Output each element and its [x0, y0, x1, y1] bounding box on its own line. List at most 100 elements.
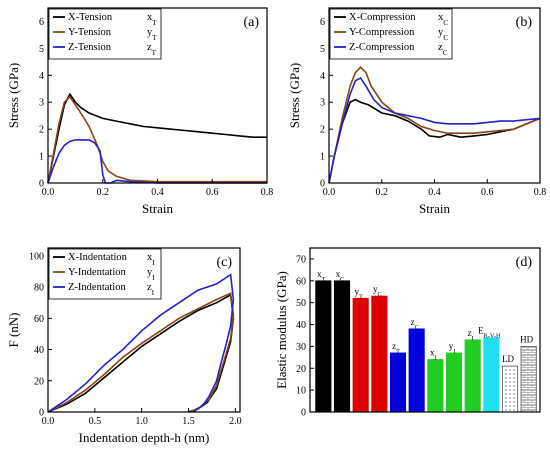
y-tick-label: 50: [296, 298, 306, 309]
x-tick-label: 1.0: [135, 416, 148, 427]
legend-entry: Y-Compression: [349, 27, 415, 38]
x-tick-label: 2.0: [229, 416, 242, 427]
bar-label-sub: T: [396, 347, 400, 354]
y-tick-label: 6: [320, 17, 325, 28]
panel-label: (a): [243, 15, 259, 30]
bar-label-sub: T: [359, 293, 363, 300]
panel-label: (d): [516, 255, 533, 270]
x-tick-label: 1.5: [182, 416, 195, 427]
legend-entry: X-Compression: [349, 12, 416, 23]
bar-xi: [427, 359, 444, 413]
y-tick-label: 1: [39, 152, 44, 163]
plot-frame: [47, 247, 241, 413]
panel-c-force-indentation: 0.0 0.5 1.0 1.5 2.0 0 20 40 60 80 100 Indentation d…: [6, 247, 242, 445]
bar-yc: [371, 295, 388, 413]
bar-label: HD: [520, 334, 533, 344]
x-tick-label: 0.5: [89, 416, 102, 427]
legend-symbol-sub: I: [152, 273, 155, 282]
legend-symbol-sub: C: [443, 48, 448, 57]
y-tick-label: 40: [34, 345, 44, 356]
legend-symbol: xT: [147, 12, 157, 27]
legend-entry: Y-Tension: [68, 27, 112, 38]
bar-label: yC: [373, 284, 382, 298]
bar-label-sub: I: [453, 347, 455, 354]
bar-label: xT: [317, 269, 326, 283]
bar-label-sub: C: [377, 291, 381, 298]
y-tick-label: 3: [320, 98, 325, 109]
x-tick-label: 0.2: [376, 187, 389, 198]
y-tick-label: 5: [320, 44, 325, 55]
bar-label-main: y: [354, 286, 359, 296]
series-line-z-indentation: [47, 273, 235, 413]
bar-label-main: HD: [520, 334, 533, 344]
y-tick-label: 2: [39, 125, 44, 136]
bar-zi: [464, 339, 481, 413]
bar-label: zI: [468, 328, 474, 342]
x-axis-label: Strain: [419, 201, 451, 216]
x-tick-label: 0.0: [323, 187, 336, 198]
panel-a-stress-strain-tension: 0.0 0.2 0.4 0.6 0.8 0 1 2 3 4 5 6 Strain Stress (GPa)…: [6, 7, 273, 216]
bar-label-sub: I: [435, 354, 437, 361]
legend-symbol-main: z: [147, 282, 152, 293]
legend-symbol: zT: [147, 42, 157, 57]
x-axis-label: Strain: [142, 201, 174, 216]
bar-label: yI: [449, 341, 456, 355]
series-line-y-compression: [328, 66, 541, 184]
bar-label-main: y: [449, 341, 454, 351]
legend-entry: Y-Indentation: [68, 267, 126, 278]
bar-label-sub: C: [340, 275, 344, 282]
y-tick-label: 60: [34, 314, 44, 325]
series-line-x-compression: [328, 98, 541, 184]
legend-symbol: xC: [438, 12, 448, 27]
x-tick-label: 0.8: [534, 187, 547, 198]
y-tick-label: 10: [296, 386, 306, 397]
x-tick-label: 0.6: [481, 187, 494, 198]
y-axis-label: Elastic modulus (GPa): [274, 271, 289, 389]
bar-label-main: z: [411, 317, 415, 327]
bar-label-main: LD: [502, 354, 514, 364]
x-tick-label: 0.0: [42, 187, 55, 198]
legend-entry: X-Tension: [68, 12, 113, 23]
legend-symbol-sub: I: [152, 288, 155, 297]
y-axis-label: F (nN): [6, 312, 21, 347]
y-tick-label: 20: [34, 376, 44, 387]
legend-symbol-main: z: [438, 42, 443, 53]
legend-symbol: yI: [147, 267, 155, 282]
legend-symbol-main: x: [438, 12, 444, 23]
panel-label: (c): [216, 255, 232, 270]
bar-label: ER-V-H: [478, 326, 501, 340]
legend-symbol-sub: C: [443, 33, 448, 42]
bar-ld: [501, 365, 519, 413]
bar-yi: [445, 352, 463, 413]
y-axis-label: Stress (GPa): [6, 63, 21, 128]
x-tick-label: 0.6: [206, 187, 219, 198]
y-axis-label: Stress (GPa): [287, 63, 302, 128]
bar-yt: [352, 297, 369, 413]
bar-hd: [520, 345, 537, 413]
plot-frame: [309, 247, 541, 413]
y-tick-label: 100: [29, 251, 44, 262]
y-tick-label: 30: [296, 342, 306, 353]
x-tick-label: 0.2: [97, 187, 110, 198]
bar-label-sub: I: [472, 334, 474, 341]
legend-symbol-sub: C: [443, 18, 448, 27]
legend-symbol-main: y: [147, 267, 153, 278]
legend-symbol-sub: T: [152, 18, 157, 27]
series-line-x-indentation: [47, 293, 235, 413]
series-line-x-tension: [47, 92, 267, 184]
bar-zc: [408, 328, 425, 413]
legend-symbol-sub: T: [152, 33, 157, 42]
legend-symbol-main: y: [438, 27, 444, 38]
bar-label: zT: [392, 341, 400, 355]
legend-symbol-main: z: [147, 42, 152, 53]
bar-er-v-h: [483, 337, 500, 413]
bar-label-main: z: [468, 328, 472, 338]
bar-label-sub: T: [322, 275, 326, 282]
legend-box: [48, 248, 162, 300]
legend-entry: X-Indentation: [68, 252, 128, 263]
panel-label: (b): [516, 15, 533, 30]
bar-label-main: E: [478, 326, 484, 336]
y-tick-label: 0: [301, 408, 306, 419]
bar-label: xI: [430, 348, 437, 362]
